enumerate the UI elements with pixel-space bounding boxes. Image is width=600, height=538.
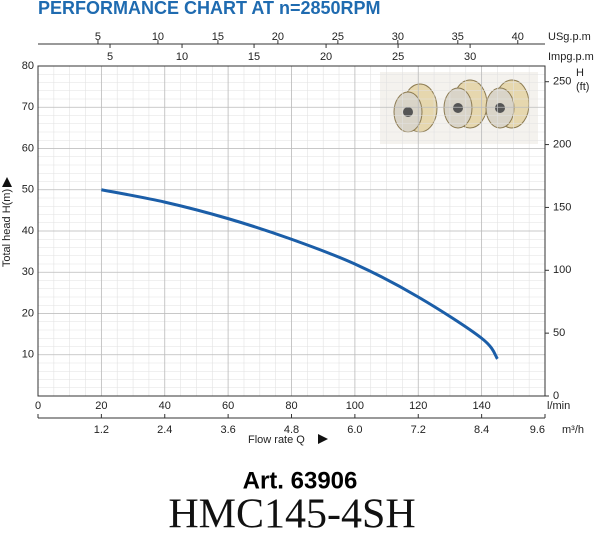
- article-number: Art. 63906: [243, 467, 358, 494]
- y2-tick-label: 100: [553, 264, 571, 276]
- x-tick-label: 140: [472, 400, 490, 412]
- secondary-tick-label: 30: [392, 31, 404, 43]
- secondary-tick-label: 8.4: [474, 424, 489, 436]
- secondary-tick-label: 7.2: [411, 424, 426, 436]
- y2-tick-label: 250: [553, 76, 571, 88]
- y-tick-label: 20: [22, 307, 34, 319]
- secondary-tick-label: 10: [176, 51, 188, 63]
- secondary-tick-label: 10: [152, 31, 164, 43]
- secondary-tick-label: 25: [392, 51, 404, 63]
- y2-tick-label: 150: [553, 201, 571, 213]
- x-tick-label: 60: [222, 400, 234, 412]
- secondary-tick-label: 3.6: [220, 424, 235, 436]
- y-tick-label: 10: [22, 349, 34, 361]
- x-arrow: [318, 434, 328, 444]
- plot-frame: [37, 65, 546, 397]
- secondary-tick-label: 15: [248, 51, 260, 63]
- y2-tick-label: 0: [553, 390, 559, 402]
- x-tick-label: 20: [95, 400, 107, 412]
- secondary-tick-label: 1.2: [94, 424, 109, 436]
- secondary-tick-label: 9.6: [530, 424, 545, 436]
- x-tick-label: 100: [346, 400, 364, 412]
- secondary-tick-label: 6.0: [347, 424, 362, 436]
- performance-curve: [101, 188, 499, 360]
- secondary-axis-unit: m³/h: [562, 424, 584, 436]
- pump-image: [380, 72, 538, 144]
- y-tick-label: 30: [22, 266, 34, 278]
- secondary-tick-label: 15: [212, 31, 224, 43]
- y-tick-label: 60: [22, 142, 34, 154]
- x-tick-label: 120: [409, 400, 427, 412]
- y-arrow: [2, 177, 12, 187]
- secondary-tick-label: 35: [452, 31, 464, 43]
- y-axis-title: Total head H(m): [1, 189, 13, 267]
- chart-title: PERFORMANCE CHART AT n=2850RPM: [38, 0, 381, 18]
- y2-tick-label: 200: [553, 138, 571, 150]
- x-tick-label: 0: [35, 400, 41, 412]
- model-name: HMC145-4SH: [168, 492, 415, 538]
- secondary-axis-unit: USg.p.m: [548, 31, 591, 43]
- y-tick-label: 40: [22, 225, 34, 237]
- x-tick-label: 40: [159, 400, 171, 412]
- y2-label: H: [576, 67, 584, 79]
- secondary-tick-label: 20: [272, 31, 284, 43]
- y-tick-label: 50: [22, 184, 34, 196]
- secondary-tick-label: 2.4: [157, 424, 172, 436]
- secondary-axis-unit: Impg.p.m: [548, 51, 594, 63]
- x-axis-title: Flow rate Q: [248, 434, 305, 446]
- y-tick-label: 70: [22, 101, 34, 113]
- secondary-tick-label: 25: [332, 31, 344, 43]
- secondary-tick-label: 30: [464, 51, 476, 63]
- y-tick-label: 80: [22, 60, 34, 72]
- secondary-tick-label: 20: [320, 51, 332, 63]
- secondary-tick-label: 40: [512, 31, 524, 43]
- x-unit: l/min: [547, 400, 570, 412]
- secondary-tick-label: 4.8: [284, 424, 299, 436]
- secondary-tick-label: 5: [107, 51, 113, 63]
- y2-label: (ft): [576, 81, 589, 93]
- x-tick-label: 80: [285, 400, 297, 412]
- secondary-tick-label: 5: [95, 31, 101, 43]
- y2-tick-label: 50: [553, 327, 565, 339]
